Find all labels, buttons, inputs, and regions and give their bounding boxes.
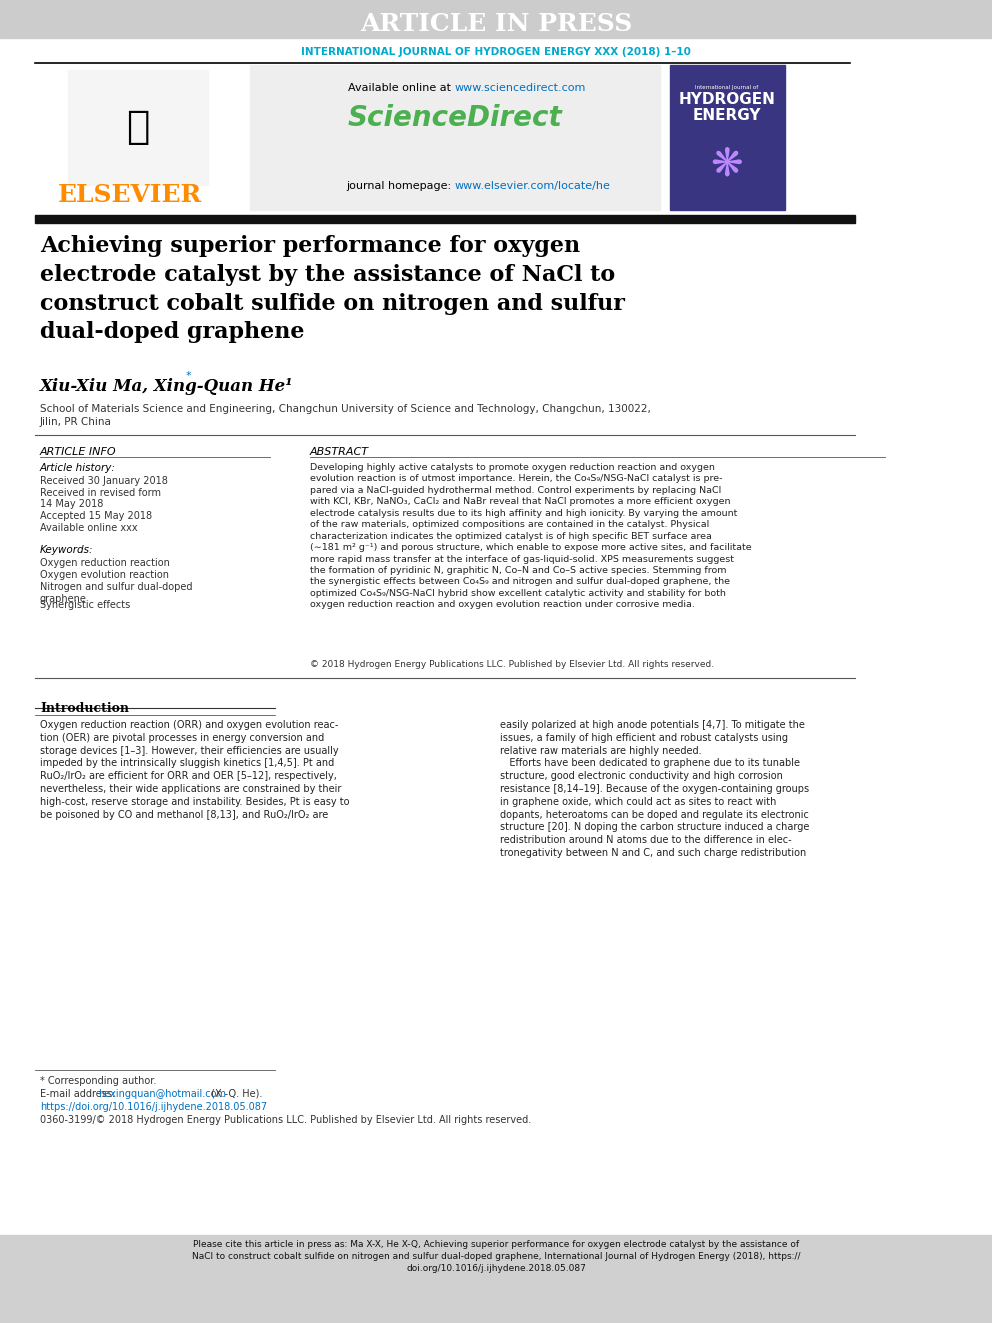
Text: Accepted 15 May 2018: Accepted 15 May 2018 <box>40 511 152 521</box>
Text: journal homepage:: journal homepage: <box>346 181 455 191</box>
Bar <box>670 65 785 210</box>
Text: easily polarized at high anode potentials [4,7]. To mitigate the
issues, a famil: easily polarized at high anode potential… <box>500 720 809 859</box>
Text: 🌲: 🌲 <box>126 108 150 146</box>
Text: Achieving superior performance for oxygen
electrode catalyst by the assistance o: Achieving superior performance for oxyge… <box>40 235 625 344</box>
Text: Keywords:: Keywords: <box>40 545 93 556</box>
Text: ELSEVIER: ELSEVIER <box>58 183 202 206</box>
Text: ARTICLE IN PRESS: ARTICLE IN PRESS <box>360 12 632 36</box>
Text: ScienceDirect: ScienceDirect <box>347 105 562 132</box>
Text: Oxygen reduction reaction: Oxygen reduction reaction <box>40 558 170 568</box>
Text: Received in revised form: Received in revised form <box>40 488 161 497</box>
Text: INTERNATIONAL JOURNAL OF HYDROGEN ENERGY XXX (2018) 1–10: INTERNATIONAL JOURNAL OF HYDROGEN ENERGY… <box>301 48 691 57</box>
Text: Nitrogen and sulfur dual-doped
graphene: Nitrogen and sulfur dual-doped graphene <box>40 582 192 605</box>
Text: 0360-3199/© 2018 Hydrogen Energy Publications LLC. Published by Elsevier Ltd. Al: 0360-3199/© 2018 Hydrogen Energy Publica… <box>40 1115 532 1125</box>
Text: * Corresponding author.: * Corresponding author. <box>40 1076 157 1086</box>
Text: ARTICLE INFO: ARTICLE INFO <box>40 447 117 456</box>
Bar <box>250 65 660 210</box>
Text: E-mail address:: E-mail address: <box>40 1089 118 1099</box>
Text: hexingquan@hotmail.com: hexingquan@hotmail.com <box>98 1089 226 1099</box>
Text: (X.-Q. He).: (X.-Q. He). <box>208 1089 262 1099</box>
Bar <box>0 1234 992 1323</box>
Text: www.sciencedirect.com: www.sciencedirect.com <box>455 83 586 93</box>
Text: Please cite this article in press as: Ma X-X, He X-Q, Achieving superior perform: Please cite this article in press as: Ma… <box>191 1240 801 1273</box>
Text: Available online at: Available online at <box>348 83 455 93</box>
Text: School of Materials Science and Engineering, Changchun University of Science and: School of Materials Science and Engineer… <box>40 404 651 427</box>
Text: https://doi.org/10.1016/j.ijhydene.2018.05.087: https://doi.org/10.1016/j.ijhydene.2018.… <box>40 1102 267 1113</box>
Text: Synergistic effects: Synergistic effects <box>40 601 130 610</box>
Bar <box>68 70 208 185</box>
Text: Developing highly active catalysts to promote oxygen reduction reaction and oxyg: Developing highly active catalysts to pr… <box>310 463 752 610</box>
Text: © 2018 Hydrogen Energy Publications LLC. Published by Elsevier Ltd. All rights r: © 2018 Hydrogen Energy Publications LLC.… <box>310 660 714 669</box>
Text: Received 30 January 2018: Received 30 January 2018 <box>40 476 168 486</box>
Text: Xiu-Xiu Ma, Xing-Quan He¹: Xiu-Xiu Ma, Xing-Quan He¹ <box>40 378 294 396</box>
Text: Article history:: Article history: <box>40 463 116 474</box>
Text: International Journal of: International Journal of <box>695 86 759 90</box>
Text: *: * <box>186 370 191 381</box>
Text: Oxygen evolution reaction: Oxygen evolution reaction <box>40 570 169 579</box>
Text: HYDROGEN: HYDROGEN <box>679 93 776 107</box>
Text: ABSTRACT: ABSTRACT <box>310 447 369 456</box>
Bar <box>35 216 855 224</box>
Text: Introduction: Introduction <box>40 703 129 714</box>
Text: ENERGY: ENERGY <box>692 107 761 123</box>
Text: Available online xxx: Available online xxx <box>40 523 138 533</box>
Text: ❋: ❋ <box>710 146 743 184</box>
Bar <box>0 0 992 38</box>
Text: www.elsevier.com/locate/he: www.elsevier.com/locate/he <box>455 181 611 191</box>
Text: 14 May 2018: 14 May 2018 <box>40 499 103 509</box>
Text: Oxygen reduction reaction (ORR) and oxygen evolution reac-
tion (OER) are pivota: Oxygen reduction reaction (ORR) and oxyg… <box>40 720 349 820</box>
